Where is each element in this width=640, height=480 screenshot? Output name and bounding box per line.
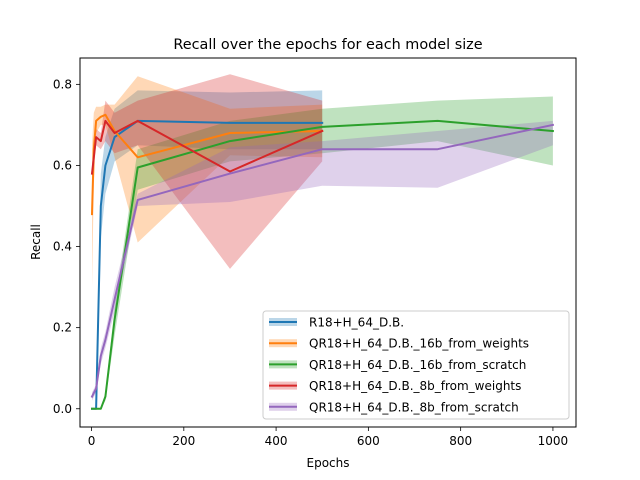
y-tick-label: 0.8: [53, 77, 72, 91]
x-tick-label: 200: [172, 434, 195, 448]
series-line-1: [91, 119, 324, 410]
y-tick-label: 0.6: [53, 158, 72, 172]
plot-area-frame: [79, 57, 577, 428]
y-tick-label: 0.0: [53, 402, 72, 416]
series-line-3: [91, 119, 554, 410]
x-axis-ticks: 0 200 400 600 800 1000: [88, 427, 568, 448]
confidence-band-5: [92, 120, 553, 401]
legend-entry-label: QR18+H_64_D.B._16b_from_scratch: [309, 358, 526, 372]
legend: R18+H_64_D.B. QR18+H_64_D.B._16b_from_wei…: [262, 310, 570, 420]
x-tick-label: 600: [357, 434, 380, 448]
x-tick-label: 0: [88, 434, 96, 448]
legend-entry-label: QR18+H_64_D.B._8b_from_weights: [309, 379, 521, 393]
x-tick-label: 1000: [538, 434, 569, 448]
y-axis-ticks: 0.0 0.2 0.4 0.6 0.8: [53, 77, 80, 416]
series-lines: [90, 113, 555, 410]
legend-box: [262, 310, 570, 420]
y-tick-label: 0.2: [53, 321, 72, 335]
x-axis-label: Epochs: [307, 456, 350, 470]
legend-entry-label: QR18+H_64_D.B._8b_from_scratch: [309, 400, 519, 414]
x-tick-label: 800: [449, 434, 472, 448]
legend-entry-label: QR18+H_64_D.B._16b_from_weights: [309, 337, 529, 351]
series-line-4: [90, 119, 324, 175]
confidence-band-2: [92, 76, 323, 288]
legend-entry-label: R18+H_64_D.B.: [309, 316, 404, 330]
series-line-5: [90, 123, 555, 398]
chart-title: Recall over the epochs for each model si…: [173, 37, 482, 53]
x-tick-label: 400: [265, 434, 288, 448]
y-axis-label: Recall: [29, 224, 43, 260]
series-line-2: [90, 113, 324, 216]
y-tick-label: 0.4: [53, 240, 72, 254]
